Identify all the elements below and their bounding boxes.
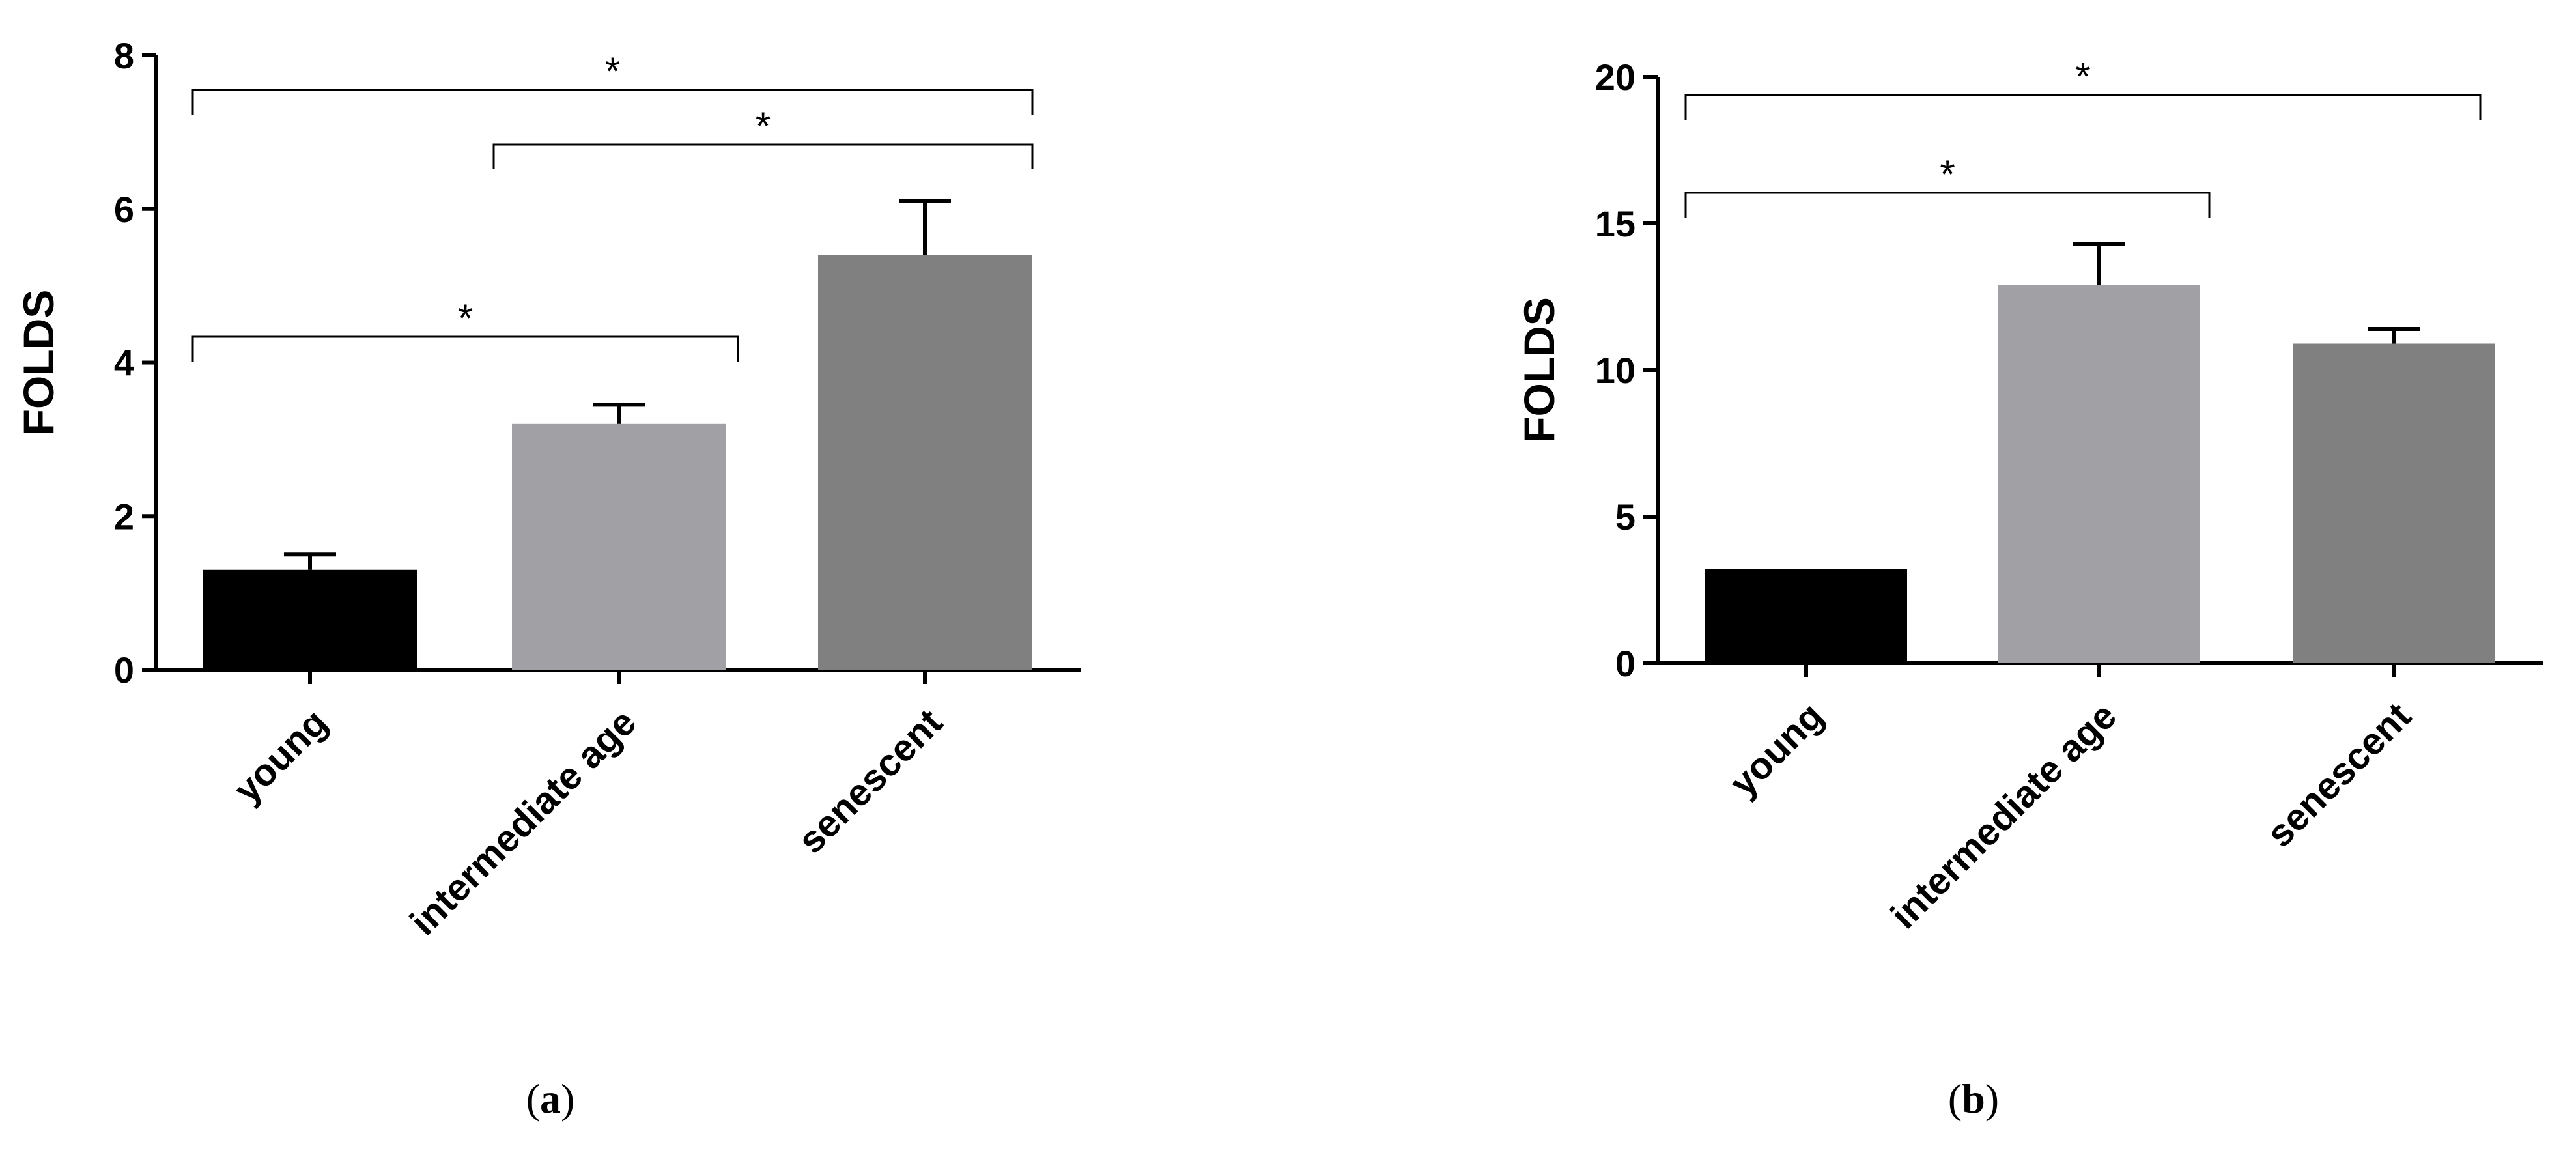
y-tick-label: 4 — [114, 343, 134, 384]
y-tick-label: 20 — [1595, 57, 1635, 98]
significance-bracket — [191, 89, 1034, 115]
y-axis-label: FOLDS — [14, 290, 63, 436]
y-tick-label: 6 — [114, 189, 134, 230]
y-tick-label: 10 — [1595, 350, 1635, 391]
y-tick-label: 0 — [114, 649, 134, 691]
y-tick-label: 8 — [114, 35, 134, 76]
x-tick-label: young — [225, 701, 335, 811]
bar-young — [203, 569, 417, 670]
y-tick-label: 0 — [1615, 643, 1635, 684]
x-tick-label: intermediate age — [402, 701, 644, 943]
panel-label-open-paren: ( — [1948, 1076, 1962, 1122]
significance-marker: * — [605, 50, 620, 93]
significance-bracket — [1684, 192, 2211, 218]
panel-label-close-paren: ) — [561, 1076, 574, 1122]
chart-panel-b: 0 5 10 15 20 FOLDS young intermediate age senesc… — [1515, 55, 2543, 1122]
significance-marker: * — [2075, 55, 2090, 98]
significance-bracket — [1684, 94, 2482, 120]
significance-bracket — [191, 335, 739, 362]
significance-marker: * — [756, 104, 771, 148]
x-tick-label: senescent — [2259, 694, 2420, 855]
x-tick-label: intermediate age — [1882, 694, 2125, 937]
significance-bracket — [492, 143, 1034, 169]
panel-label-letter: b — [1962, 1076, 1985, 1122]
bar-young — [1705, 569, 1907, 663]
y-tick-label: 15 — [1595, 203, 1635, 244]
bar-intermediate-age — [1998, 285, 2200, 663]
chart-panel-a: 0 2 4 6 8 FOLDS young intermediate age senescent… — [14, 35, 1081, 1122]
panel-label: (b) — [1948, 1076, 1999, 1122]
y-tick-label: 2 — [114, 496, 134, 537]
significance-marker: * — [458, 296, 473, 340]
y-axis-label: FOLDS — [1515, 297, 1563, 443]
x-tick-label: senescent — [790, 701, 951, 862]
bar-senescent — [2293, 343, 2495, 663]
significance-marker: * — [1940, 152, 1955, 196]
x-tick-label: young — [1721, 694, 1832, 805]
bar-intermediate-age — [512, 423, 726, 670]
panel-label-open-paren: ( — [526, 1076, 540, 1122]
panel-label: (a) — [526, 1076, 575, 1122]
panel-label-letter: a — [540, 1076, 561, 1122]
y-tick-label: 5 — [1615, 496, 1635, 537]
panel-label-close-paren: ) — [1985, 1076, 1999, 1122]
bar-senescent — [818, 255, 1032, 670]
